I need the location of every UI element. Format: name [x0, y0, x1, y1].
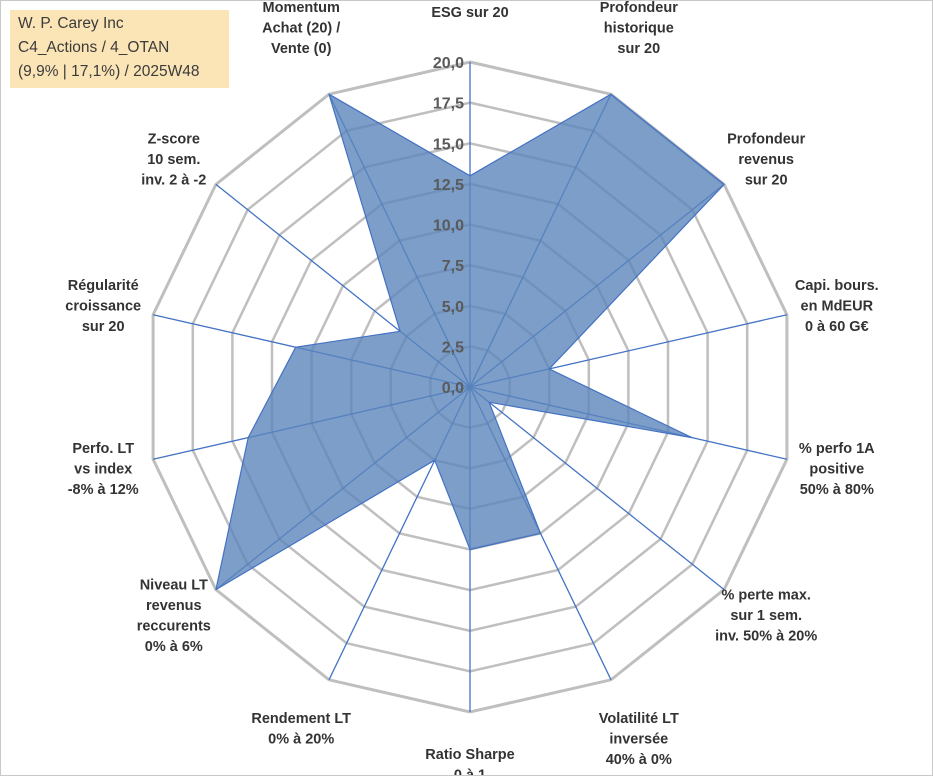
- tick-label: 0,0: [442, 380, 464, 397]
- axis-label-line: 0 à 1: [454, 768, 486, 776]
- radar-tick-labels: 0,0 2,5 5,0 7,5 10,0 12,5 15,0 17,5 20,0: [433, 55, 464, 397]
- tick-label: 17,5: [433, 96, 464, 113]
- axis-label: Rendement LT 0% à 20%: [251, 711, 351, 748]
- axis-label-line: revenus: [738, 152, 794, 168]
- axis-label: Ratio Sharpe 0 à 1: [425, 747, 514, 775]
- axis-label-line: reccurents: [137, 618, 211, 634]
- axis-label: NoteESG sur 20: [431, 1, 508, 21]
- tick-label: 12,5: [433, 177, 464, 194]
- axis-label-line: Niveau LT: [140, 577, 208, 593]
- axis-label-line: sur 1 sem.: [730, 608, 802, 624]
- axis-label-line: Rendement LT: [251, 711, 351, 727]
- axis-label-line: sur 20: [745, 172, 788, 188]
- axis-label-line: Régularité: [68, 278, 139, 294]
- axis-label-line: inv. 50% à 20%: [715, 629, 817, 645]
- tick-label: 10,0: [433, 218, 464, 235]
- axis-label-line: positive: [809, 461, 864, 477]
- axis-label: % perte max. sur 1 sem. inv. 50% à 20%: [715, 588, 817, 645]
- axis-label: Volatilité LT inversée 40% à 0%: [599, 711, 679, 768]
- axis-label-line: historique: [604, 21, 674, 37]
- company-name: W. P. Carey Inc: [18, 15, 124, 32]
- radar-axis-labels: NoteESG sur 20 Profondeur historique sur 20…: [65, 1, 878, 775]
- radar-series: [215, 93, 725, 591]
- axis-label-line: ESG sur 20: [431, 5, 508, 21]
- tick-label: 20,0: [433, 55, 464, 72]
- axis-label-line: % perte max.: [721, 588, 810, 604]
- tick-label: 2,5: [442, 339, 464, 356]
- category-label: C4_Actions / 4_OTAN: [18, 39, 170, 56]
- axis-label-line: 50% à 80%: [800, 482, 874, 498]
- axis-label-line: inv. 2 à -2: [141, 172, 206, 188]
- axis-label: Capi. bours. en MdEUR 0 à 60 G€: [795, 278, 879, 335]
- axis-label-line: 0% à 20%: [268, 731, 334, 747]
- axis-label-line: 40% à 0%: [606, 752, 672, 768]
- axis-label-line: -8% à 12%: [68, 482, 139, 498]
- axis-label-line: revenus: [146, 598, 202, 614]
- axis-label: Perfo. LT vs index -8% à 12%: [68, 441, 139, 498]
- axis-spoke: [469, 386, 725, 591]
- axis-label-line: croissance: [65, 299, 141, 315]
- axis-label: Z-score 10 sem. inv. 2 à -2: [141, 131, 206, 188]
- axis-label: Profondeur historique sur 20: [600, 1, 678, 57]
- axis-label-line: 10 sem.: [147, 152, 200, 168]
- axis-label-line: Vente (0): [271, 41, 332, 57]
- axis-label-line: % perfo 1A: [799, 441, 875, 457]
- axis-label: Profondeur revenus sur 20: [727, 131, 805, 188]
- axis-label-line: sur 20: [82, 319, 125, 335]
- axis-label-line: 0 à 60 G€: [805, 319, 869, 335]
- axis-label: % perfo 1A positive 50% à 80%: [799, 441, 875, 498]
- axis-label-line: Momentum: [263, 1, 340, 16]
- axis-label-line: Achat (20) /: [262, 21, 340, 37]
- tick-label: 7,5: [442, 258, 464, 275]
- tick-label: 5,0: [442, 299, 464, 316]
- axis-label-line: vs index: [74, 461, 132, 477]
- tick-label: 15,0: [433, 136, 464, 153]
- axis-label-line: Volatilité LT: [599, 711, 679, 727]
- axis-label-line: inversée: [609, 731, 668, 747]
- axis-label-line: Z-score: [148, 131, 200, 147]
- axis-label-line: Capi. bours.: [795, 278, 879, 294]
- axis-label-line: Perfo. LT: [72, 441, 134, 457]
- axis-label: Régularité croissance sur 20: [65, 278, 141, 335]
- info-box: W. P. Carey Inc C4_Actions / 4_OTAN (9,9…: [10, 10, 229, 88]
- axis-label-line: en MdEUR: [801, 299, 874, 315]
- axis-label-line: Profondeur: [727, 131, 805, 147]
- stats-label: (9,9% | 17,1%) / 2025W48: [18, 63, 200, 80]
- axis-label-line: sur 20: [617, 41, 660, 57]
- axis-label: Momentum Achat (20) / Vente (0): [262, 1, 340, 57]
- axis-label-line: Profondeur: [600, 1, 678, 16]
- axis-label: Niveau LT revenus reccurents 0% à 6%: [137, 577, 211, 655]
- axis-label-line: 0% à 6%: [145, 639, 203, 655]
- axis-label-line: Ratio Sharpe: [425, 747, 514, 763]
